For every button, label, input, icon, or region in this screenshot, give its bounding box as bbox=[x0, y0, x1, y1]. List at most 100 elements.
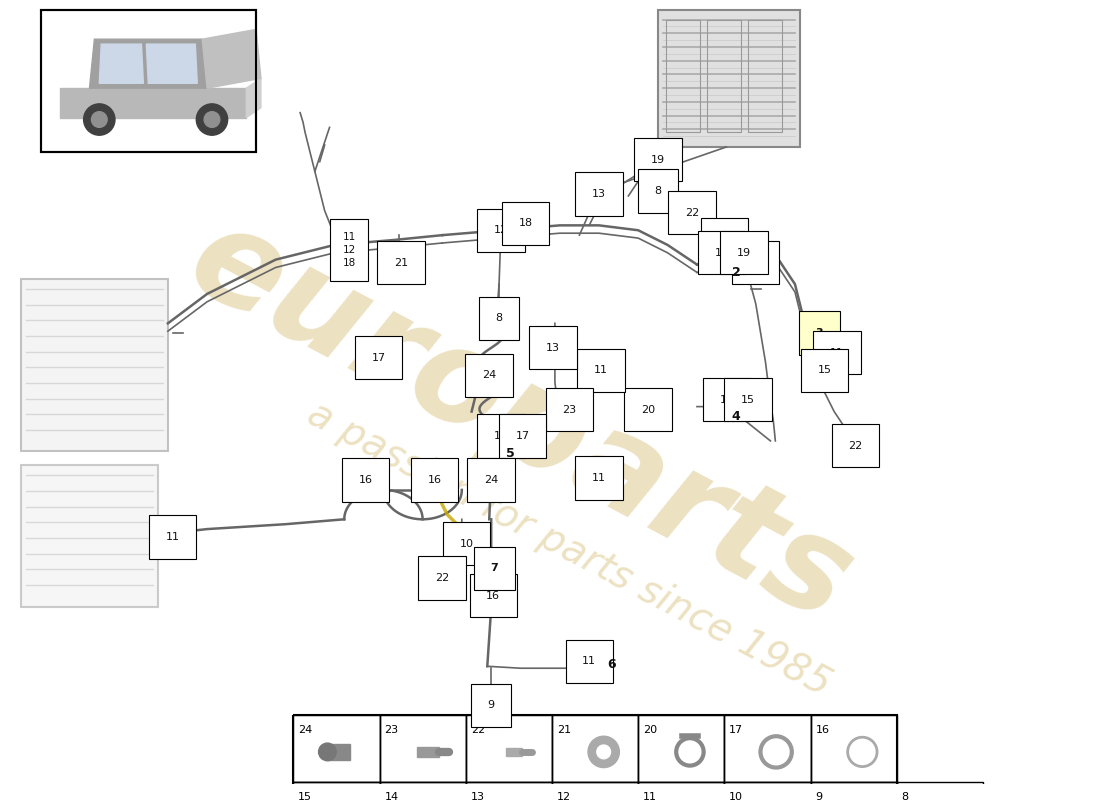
Text: 15: 15 bbox=[741, 394, 755, 405]
Text: 22: 22 bbox=[717, 235, 732, 245]
Bar bbox=[41, 10, 256, 152]
Text: 21: 21 bbox=[394, 258, 408, 267]
Circle shape bbox=[597, 745, 611, 758]
Text: 11: 11 bbox=[582, 656, 596, 666]
Bar bbox=[41, 10, 256, 152]
Polygon shape bbox=[99, 44, 143, 83]
Text: 14: 14 bbox=[384, 792, 398, 800]
Bar bbox=[465, 715, 552, 782]
Text: 16: 16 bbox=[359, 475, 373, 485]
Bar bbox=[21, 279, 168, 450]
Text: 14: 14 bbox=[749, 258, 762, 267]
Text: 8: 8 bbox=[654, 186, 661, 196]
Text: 13: 13 bbox=[471, 792, 485, 800]
Bar bbox=[294, 782, 379, 800]
Text: a passion for parts since 1985: a passion for parts since 1985 bbox=[301, 394, 838, 703]
Text: 18: 18 bbox=[518, 218, 532, 228]
Polygon shape bbox=[246, 78, 261, 118]
Text: 5: 5 bbox=[506, 447, 515, 460]
Text: 8: 8 bbox=[495, 314, 503, 323]
Polygon shape bbox=[89, 39, 207, 88]
Text: europarts: europarts bbox=[168, 194, 872, 649]
Text: 10: 10 bbox=[729, 792, 744, 800]
Circle shape bbox=[196, 104, 228, 135]
Bar bbox=[294, 715, 896, 800]
Bar bbox=[552, 782, 638, 800]
Text: 19: 19 bbox=[651, 154, 664, 165]
Text: 4: 4 bbox=[732, 410, 740, 423]
Polygon shape bbox=[146, 44, 197, 83]
Text: 15: 15 bbox=[298, 792, 312, 800]
Text: 12: 12 bbox=[557, 792, 571, 800]
Bar bbox=[552, 715, 638, 782]
Text: 9: 9 bbox=[815, 792, 823, 800]
Text: 11: 11 bbox=[830, 348, 844, 358]
Text: 9: 9 bbox=[487, 701, 495, 710]
Polygon shape bbox=[202, 30, 261, 88]
Text: 10: 10 bbox=[460, 538, 474, 549]
Text: 1: 1 bbox=[330, 237, 339, 250]
Polygon shape bbox=[506, 748, 522, 756]
Bar bbox=[465, 782, 552, 800]
Bar bbox=[21, 466, 158, 607]
Text: 24: 24 bbox=[482, 370, 496, 380]
Text: 13: 13 bbox=[592, 189, 606, 199]
Text: 8: 8 bbox=[902, 792, 909, 800]
Bar bbox=[811, 782, 896, 800]
Polygon shape bbox=[417, 747, 439, 757]
Circle shape bbox=[588, 736, 619, 767]
Text: 11: 11 bbox=[594, 366, 608, 375]
Circle shape bbox=[91, 112, 107, 127]
Text: 13: 13 bbox=[546, 343, 560, 353]
Text: 22: 22 bbox=[848, 441, 862, 451]
Text: 20: 20 bbox=[641, 405, 654, 414]
Bar bbox=[725, 715, 811, 782]
Text: 7: 7 bbox=[491, 563, 498, 574]
Text: 6: 6 bbox=[607, 658, 616, 671]
Polygon shape bbox=[60, 88, 246, 118]
Bar bbox=[379, 715, 465, 782]
Text: 17: 17 bbox=[516, 431, 529, 441]
Text: 20: 20 bbox=[644, 725, 657, 735]
Text: 15: 15 bbox=[817, 366, 832, 375]
Bar bbox=[725, 782, 811, 800]
Text: 21: 21 bbox=[557, 725, 571, 735]
Text: 23: 23 bbox=[384, 725, 398, 735]
Bar bbox=[638, 782, 725, 800]
Circle shape bbox=[84, 104, 116, 135]
Text: 22: 22 bbox=[685, 208, 700, 218]
Text: 11: 11 bbox=[644, 792, 657, 800]
Circle shape bbox=[319, 743, 337, 761]
Text: 17: 17 bbox=[729, 725, 744, 735]
Bar bbox=[896, 782, 983, 800]
Text: 13: 13 bbox=[715, 248, 728, 258]
Text: 19: 19 bbox=[737, 248, 751, 258]
Polygon shape bbox=[328, 744, 350, 760]
Bar bbox=[748, 19, 782, 132]
Text: 22: 22 bbox=[471, 725, 485, 735]
Text: 3: 3 bbox=[815, 328, 823, 338]
Bar bbox=[379, 782, 465, 800]
Text: 12: 12 bbox=[494, 226, 508, 235]
Bar bbox=[294, 715, 379, 782]
Text: 13: 13 bbox=[494, 431, 508, 441]
Text: 23: 23 bbox=[562, 405, 576, 414]
Text: 16: 16 bbox=[428, 475, 441, 485]
Text: 2: 2 bbox=[732, 266, 740, 279]
Bar bbox=[638, 715, 725, 782]
Bar bbox=[658, 10, 800, 147]
Bar bbox=[707, 19, 741, 132]
Text: 16: 16 bbox=[486, 590, 500, 601]
Text: 11: 11 bbox=[719, 394, 734, 405]
Bar bbox=[811, 715, 896, 782]
Text: 11
12
18: 11 12 18 bbox=[342, 232, 355, 268]
Bar bbox=[666, 19, 700, 132]
Text: 24: 24 bbox=[484, 475, 498, 485]
Text: 22: 22 bbox=[436, 573, 449, 583]
Text: 16: 16 bbox=[815, 725, 829, 735]
Text: 11: 11 bbox=[166, 532, 179, 542]
Text: 24: 24 bbox=[298, 725, 312, 735]
Text: 17: 17 bbox=[372, 353, 386, 362]
Circle shape bbox=[205, 112, 220, 127]
Text: 11: 11 bbox=[592, 473, 606, 483]
